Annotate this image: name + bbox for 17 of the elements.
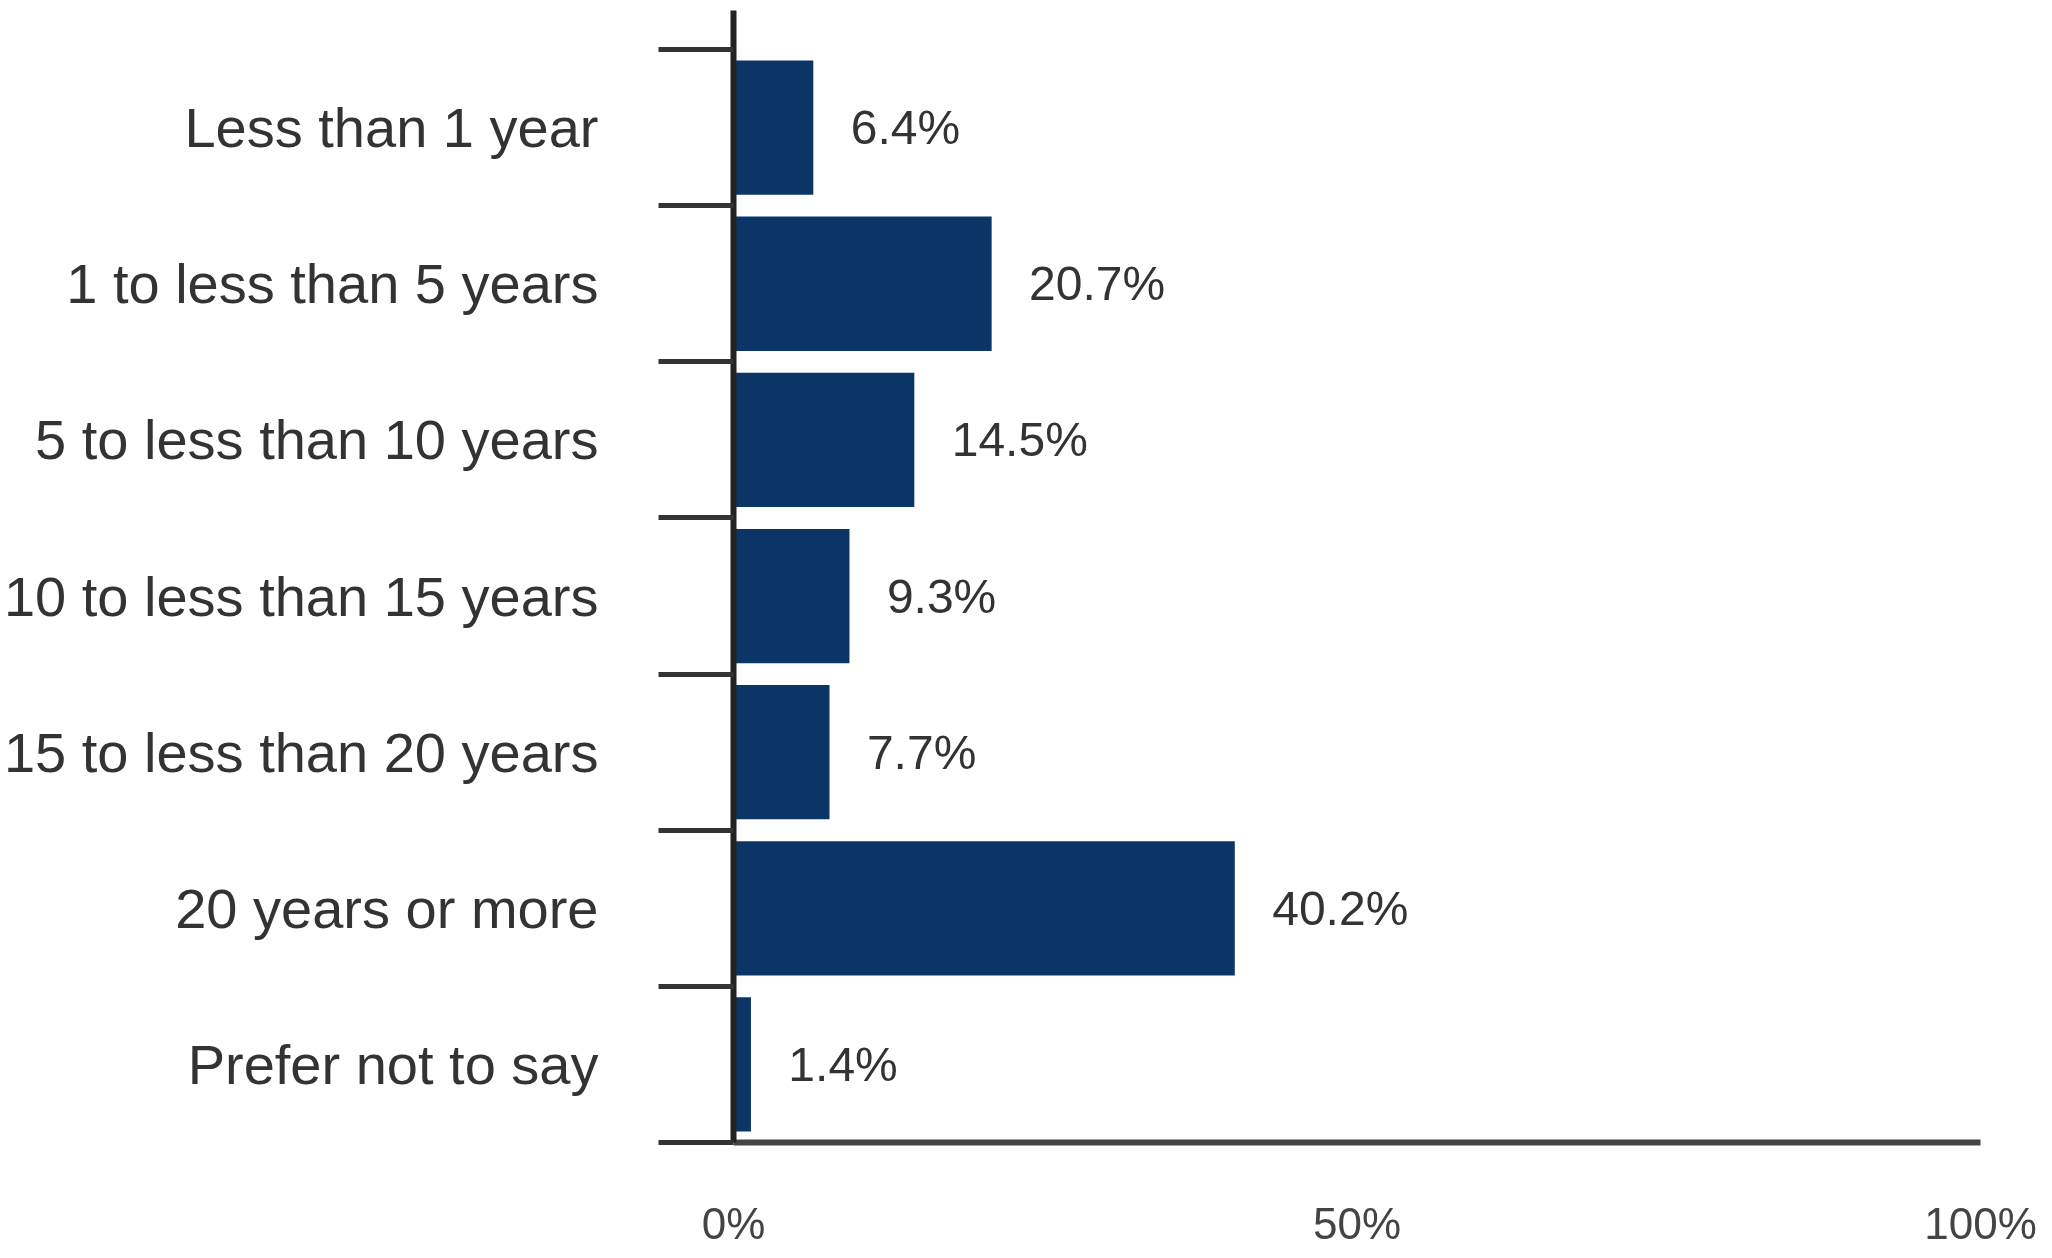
data-label: 14.5% xyxy=(951,413,1088,467)
x-tick-label: 50% xyxy=(1312,1198,1402,1248)
data-label: 20.7% xyxy=(1029,257,1166,311)
y-tick-label: 20 years or more xyxy=(175,876,599,940)
data-label: 9.3% xyxy=(886,569,997,623)
data-label: 1.4% xyxy=(788,1037,898,1091)
data-label: 7.7% xyxy=(866,725,977,779)
data-label: 40.2% xyxy=(1272,881,1409,935)
y-tick-label: 5 to less than 10 years xyxy=(35,408,599,472)
x-tick-label: 100% xyxy=(1924,1198,2037,1248)
y-tick-label: 1 to less than 5 years xyxy=(66,252,599,316)
data-label: 6.4% xyxy=(850,101,961,155)
x-tick-label: 0% xyxy=(701,1198,766,1248)
y-tick-label: Prefer not to say xyxy=(187,1032,599,1096)
y-tick-label: 10 to less than 15 years xyxy=(3,564,599,628)
y-tick-label: Less than 1 year xyxy=(184,96,599,160)
y-tick-label: 15 to less than 20 years xyxy=(3,720,599,784)
